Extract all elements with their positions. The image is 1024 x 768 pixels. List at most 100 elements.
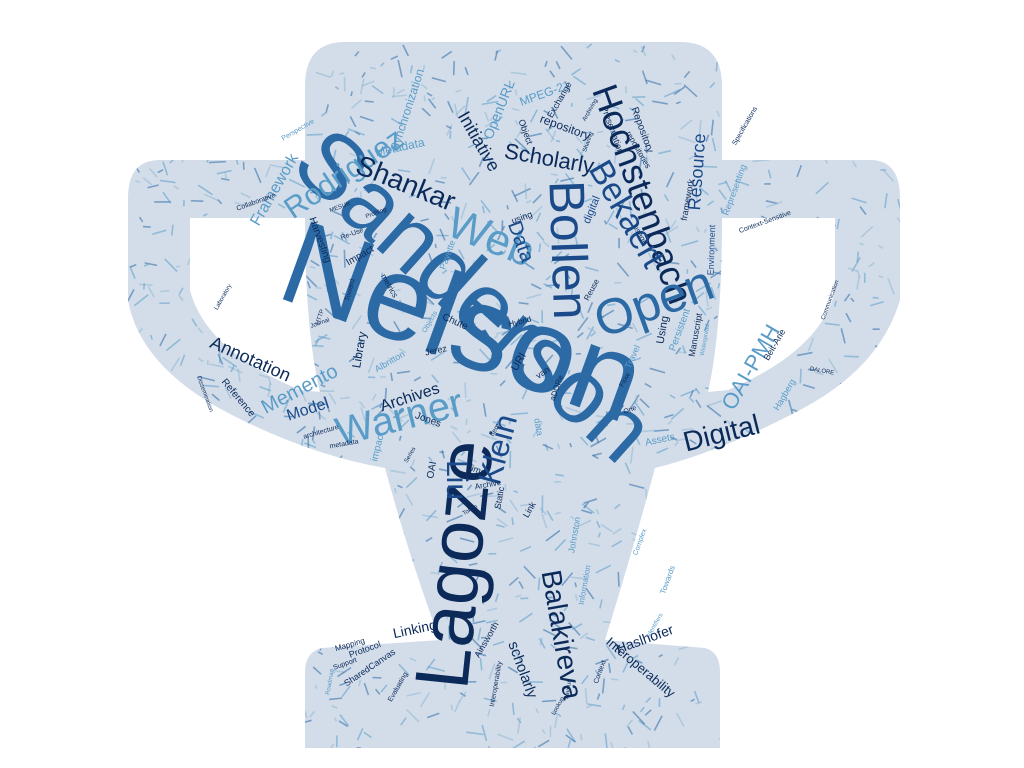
- tiny-word-mark: [203, 490, 211, 501]
- tiny-word-mark: [677, 624, 690, 634]
- tiny-word-mark: [513, 490, 519, 494]
- tiny-word-mark: [538, 243, 542, 253]
- tiny-word-mark: [821, 404, 833, 409]
- tiny-word-mark: [251, 149, 260, 157]
- tiny-word-mark: [445, 612, 453, 620]
- tiny-word-mark: [455, 105, 466, 116]
- tiny-word-mark: [554, 511, 562, 515]
- tiny-word-mark: [469, 458, 478, 463]
- tiny-word-mark: [358, 339, 364, 345]
- tiny-word-mark: [792, 693, 796, 701]
- tiny-word-mark: [827, 143, 833, 156]
- tiny-word-mark: [808, 515, 816, 524]
- tiny-word-mark: [726, 228, 730, 235]
- tiny-word-mark: [208, 637, 222, 648]
- tiny-word-mark: [854, 548, 860, 554]
- tiny-word-mark: [670, 436, 678, 441]
- tiny-word-mark: [341, 292, 351, 298]
- tiny-word-mark: [581, 509, 592, 514]
- tiny-word-mark: [718, 189, 727, 201]
- tiny-word-mark: [628, 201, 633, 220]
- tiny-word-mark: [584, 266, 599, 272]
- tiny-word-mark: [813, 644, 826, 657]
- tiny-word-mark: [526, 293, 542, 300]
- tiny-word-mark: [221, 110, 229, 125]
- tiny-word-mark: [673, 461, 689, 466]
- tiny-word-mark: [658, 697, 661, 707]
- tiny-word-mark: [199, 96, 216, 100]
- tiny-word-mark: [219, 469, 232, 476]
- tiny-word-mark: [450, 270, 467, 275]
- tiny-word-mark: [247, 51, 255, 67]
- tiny-word-mark: [262, 267, 269, 275]
- tiny-word-mark: [273, 701, 278, 715]
- tiny-word-mark: [247, 410, 265, 419]
- tiny-word-mark: [150, 686, 153, 704]
- tiny-word-mark: [606, 144, 611, 149]
- tiny-word-mark: [179, 473, 185, 490]
- tiny-word-mark: [583, 138, 587, 147]
- tiny-word-mark: [320, 575, 326, 578]
- tiny-word-mark: [208, 437, 214, 445]
- tiny-word-mark: [528, 132, 543, 138]
- tiny-word-mark: [506, 205, 509, 210]
- tiny-word-mark: [807, 134, 813, 140]
- tiny-word-mark: [179, 354, 186, 366]
- tiny-word-mark: [296, 425, 307, 434]
- tiny-word-mark: [874, 345, 888, 350]
- tiny-word-mark: [581, 674, 589, 685]
- tiny-word-mark: [303, 442, 317, 449]
- tiny-word-mark: [164, 443, 172, 451]
- tiny-word-mark: [776, 237, 785, 241]
- tiny-word-mark: [577, 316, 589, 332]
- tiny-word-mark: [538, 638, 546, 649]
- tiny-word-mark: [826, 261, 830, 275]
- tiny-word-mark: [835, 64, 844, 71]
- trophy-silhouette: [128, 42, 900, 748]
- tiny-word-mark: [466, 484, 473, 491]
- tiny-word-mark: [229, 513, 234, 522]
- tiny-word-mark: [629, 483, 645, 490]
- tiny-word-mark: [238, 585, 250, 600]
- tiny-word-mark: [681, 345, 687, 354]
- tiny-word-mark: [841, 728, 848, 739]
- tiny-word-mark: [706, 200, 715, 206]
- tiny-word-mark: [467, 680, 477, 683]
- tiny-word-mark: [359, 191, 362, 202]
- tiny-word-mark: [554, 716, 558, 729]
- tiny-word-mark: [128, 449, 134, 465]
- cloud-word: One: [623, 405, 638, 416]
- tiny-word-mark: [220, 552, 234, 556]
- tiny-word-mark: [341, 685, 351, 698]
- tiny-word-mark: [360, 585, 364, 595]
- tiny-word-mark: [542, 240, 550, 248]
- tiny-word-mark: [232, 254, 245, 266]
- tiny-word-mark: [671, 54, 676, 61]
- tiny-word-mark: [329, 668, 345, 674]
- tiny-word-mark: [429, 289, 434, 299]
- tiny-word-mark: [775, 715, 778, 726]
- tiny-word-mark: [128, 661, 134, 664]
- tiny-word-mark: [623, 747, 626, 748]
- tiny-word-mark: [212, 691, 227, 695]
- tiny-word-mark: [847, 526, 854, 533]
- tiny-word-mark: [675, 437, 688, 442]
- tiny-word-mark: [182, 71, 196, 84]
- tiny-word-mark: [817, 444, 824, 449]
- tiny-word-mark: [703, 319, 710, 332]
- tiny-word-mark: [134, 650, 149, 664]
- tiny-word-mark: [210, 417, 228, 420]
- tiny-word-mark: [739, 55, 745, 70]
- tiny-word-mark: [597, 309, 615, 321]
- tiny-word-mark: [748, 136, 752, 146]
- tiny-word-mark: [245, 67, 249, 79]
- tiny-word-mark: [880, 704, 892, 710]
- tiny-word-mark: [730, 128, 733, 141]
- tiny-word-mark: [478, 137, 488, 140]
- tiny-word-mark: [851, 160, 858, 168]
- tiny-word-mark: [631, 142, 638, 150]
- tiny-word-mark: [456, 499, 468, 508]
- tiny-word-mark: [887, 338, 900, 350]
- tiny-word-mark: [610, 130, 616, 133]
- tiny-word-mark: [257, 590, 264, 596]
